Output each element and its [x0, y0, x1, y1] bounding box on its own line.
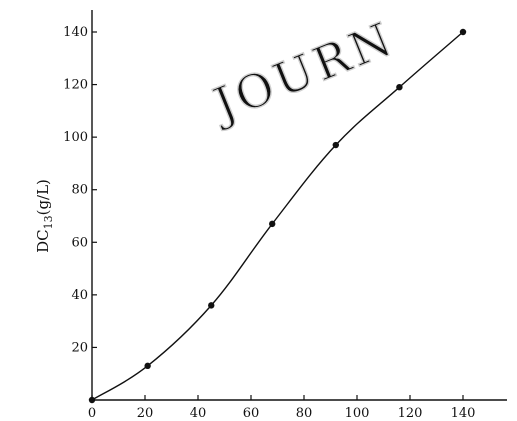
data-point — [332, 141, 339, 149]
series — [88, 28, 467, 404]
x-tick-label: 40 — [190, 406, 207, 421]
y-tick-label: 80 — [71, 183, 88, 198]
data-point — [88, 396, 96, 404]
data-point — [144, 362, 151, 370]
ticks: 0 20 40 60 80 100 120 140 20 40 60 80 100 120 140 — [63, 25, 475, 421]
x-tick-label: 140 — [451, 406, 476, 421]
y-tick-label: 20 — [71, 340, 88, 355]
data-point — [269, 220, 276, 228]
y-axis-label: DC13(g/L) — [34, 179, 55, 253]
watermark: JOURN — [203, 11, 403, 134]
x-tick-label: 0 — [88, 406, 96, 421]
y-tick-label: 100 — [63, 130, 88, 145]
data-point — [396, 84, 403, 91]
data-point — [459, 28, 467, 36]
x-tick-label: 80 — [296, 406, 313, 421]
axes — [91, 10, 507, 401]
x-tick-label: 100 — [345, 406, 370, 421]
y-tick-label: 40 — [71, 288, 88, 303]
y-tick-label: 140 — [63, 25, 88, 40]
data-point — [208, 302, 215, 309]
y-tick-label: 60 — [71, 235, 88, 250]
x-tick-label: 120 — [398, 406, 423, 421]
x-tick-label: 20 — [137, 406, 154, 421]
y-tick-label: 120 — [63, 78, 88, 93]
x-tick-label: 60 — [243, 406, 260, 421]
